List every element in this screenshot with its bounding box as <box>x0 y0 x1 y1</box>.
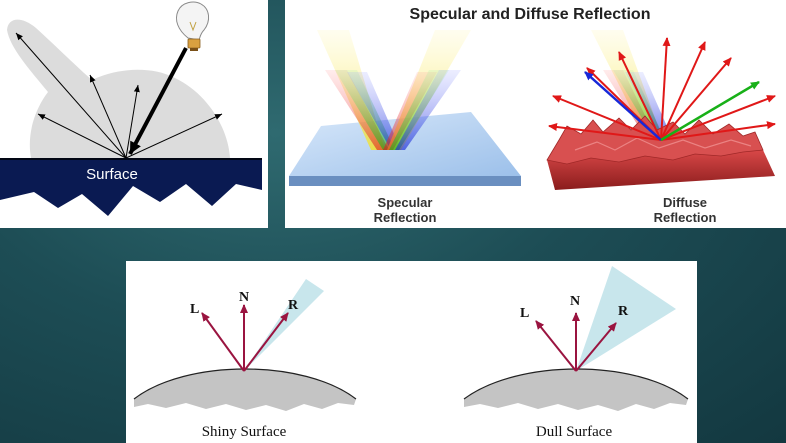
diagram-title: Specular and Diffuse Reflection <box>410 6 651 23</box>
surface-label: Surface <box>86 166 138 183</box>
dull-surface-shape <box>464 369 688 411</box>
light-bulb-icon <box>175 1 209 51</box>
specular-incoming-beam <box>317 30 401 150</box>
shiny-dull-diagram: L N R Shiny Surface L N R Dull Surface <box>133 266 689 440</box>
diffuse-label-line1: Diffuse <box>663 195 707 210</box>
shiny-surface-diagram: L N R Shiny Surface <box>133 279 357 440</box>
incident-ray <box>128 47 188 155</box>
dull-vectors <box>535 312 617 372</box>
shiny-label-n: N <box>239 290 249 305</box>
diffuse-label-line2: Reflection <box>654 210 717 225</box>
specular-diffuse-panel: Specular and Diffuse Reflection Specular… <box>285 0 786 228</box>
diffuse-section: Diffuse Reflection <box>546 30 776 225</box>
shiny-label-l: L <box>190 302 199 317</box>
surface-reflection-panel: Surface <box>0 0 268 228</box>
shiny-vectors <box>201 304 289 372</box>
specular-section: Specular Reflection <box>289 30 521 225</box>
shiny-caption: Shiny Surface <box>202 424 287 440</box>
diffuse-red-arrows <box>548 37 776 141</box>
dull-label-r: R <box>618 304 629 319</box>
shiny-surface-shape <box>134 369 356 411</box>
shiny-dull-panel: L N R Shiny Surface L N R Dull Surface <box>126 261 697 443</box>
reflection-lobe <box>7 19 230 158</box>
specular-reflected-beam <box>383 30 471 150</box>
rough-surface <box>0 158 262 216</box>
shiny-label-r: R <box>288 298 299 313</box>
dull-surface-diagram: L N R Dull Surface <box>463 266 689 440</box>
dull-caption: Dull Surface <box>536 424 613 440</box>
diffuse-green-arrow <box>660 80 760 142</box>
specular-plate-edge <box>289 176 521 186</box>
specular-label-line1: Specular <box>378 195 433 210</box>
shiny-reflection-cone <box>244 279 324 371</box>
dull-reflection-cone <box>576 266 676 371</box>
dull-label-l: L <box>520 306 529 321</box>
dull-label-n: N <box>570 294 580 309</box>
specular-label-line2: Reflection <box>374 210 437 225</box>
reflected-rays <box>15 32 223 159</box>
specular-diffuse-diagram: Specular and Diffuse Reflection Specular… <box>289 6 776 225</box>
surface-reflection-diagram: Surface <box>0 1 262 216</box>
diffuse-blue-arrow <box>584 71 662 141</box>
